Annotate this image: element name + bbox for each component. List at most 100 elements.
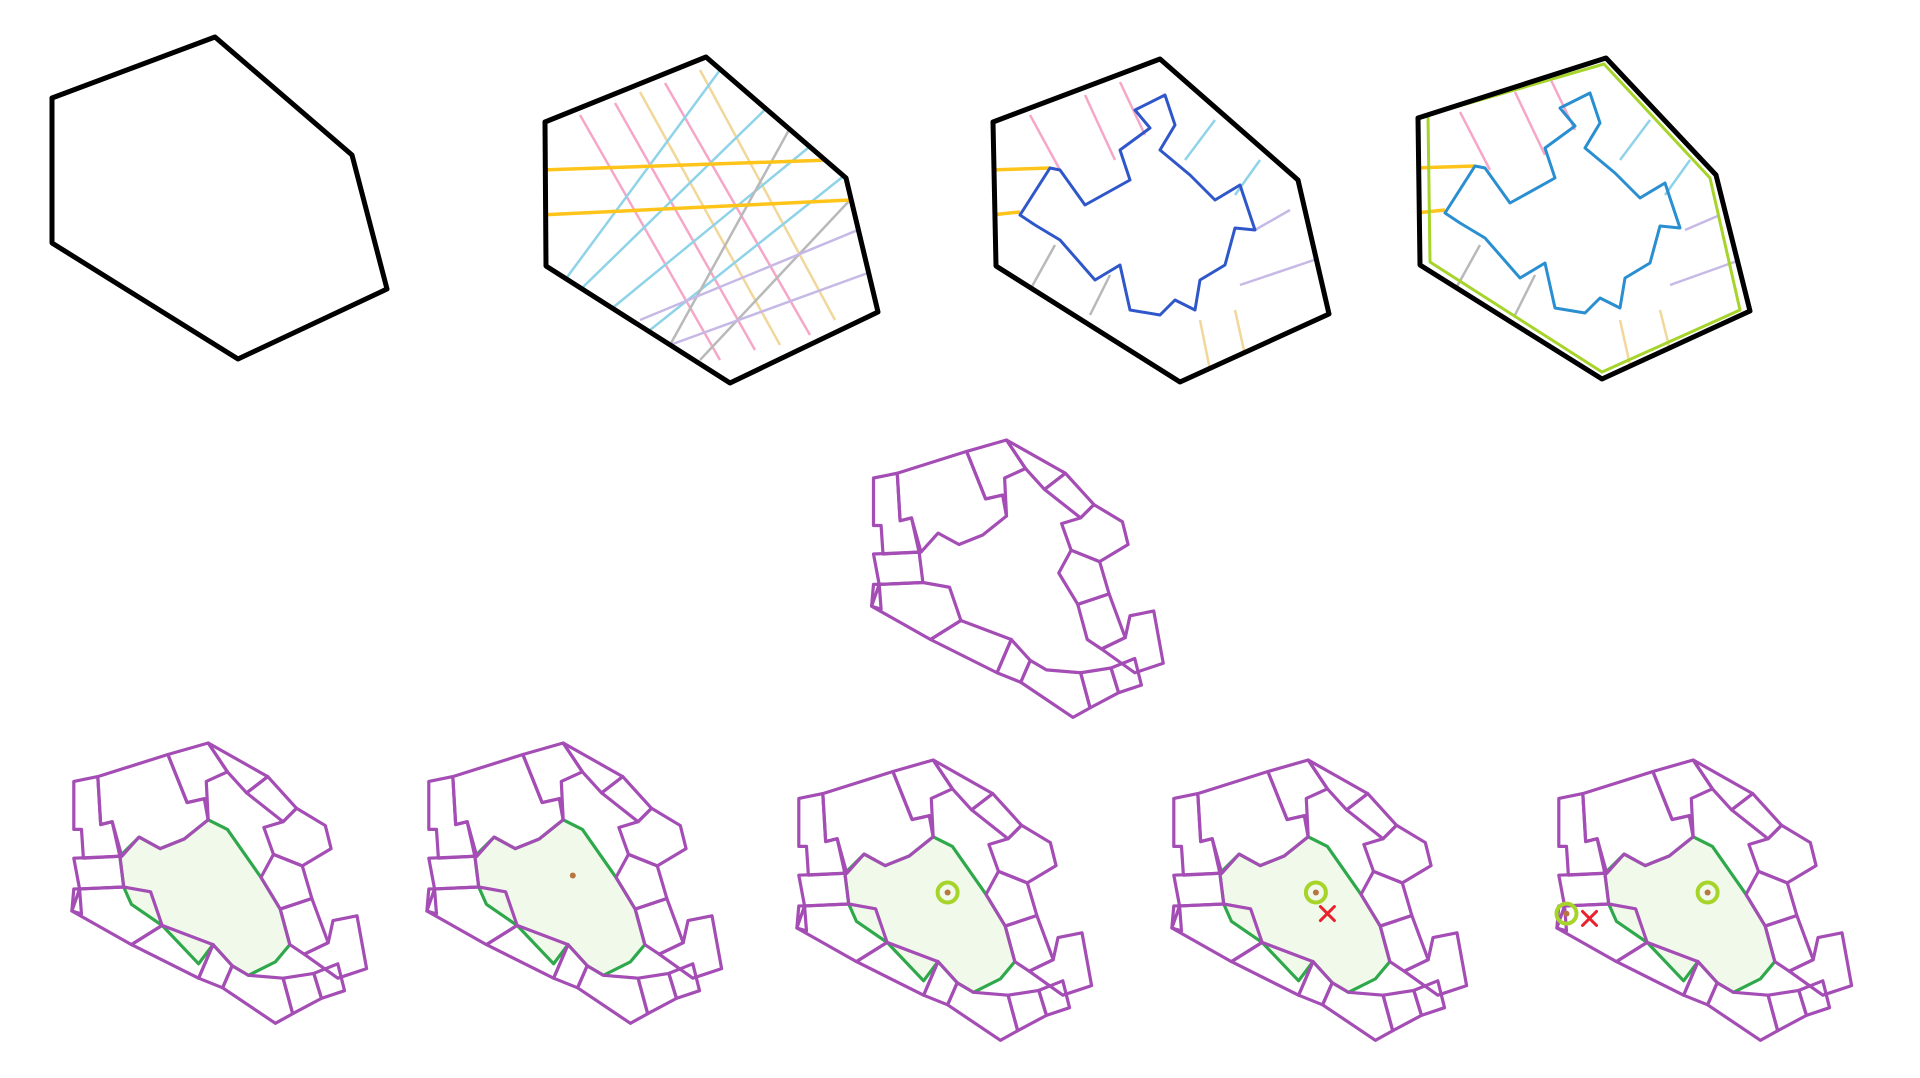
plan-courtyard-circle bbox=[795, 758, 1094, 1042]
building-block bbox=[221, 964, 295, 1025]
building-block bbox=[946, 981, 1020, 1042]
building-block bbox=[1099, 609, 1165, 675]
grid-line bbox=[1198, 319, 1212, 371]
building-block bbox=[1362, 823, 1433, 885]
building-block bbox=[797, 871, 851, 908]
cross-mark bbox=[1581, 909, 1599, 927]
grid-line bbox=[545, 198, 851, 217]
grid-line bbox=[699, 199, 851, 361]
grid-line-group bbox=[545, 69, 877, 361]
building-block bbox=[1402, 931, 1469, 997]
step-2-grid-lines bbox=[542, 54, 881, 386]
building-block bbox=[1797, 979, 1832, 1017]
grid-line bbox=[1118, 81, 1147, 136]
grid-line bbox=[1684, 213, 1721, 232]
building-block bbox=[427, 775, 477, 860]
center-dot bbox=[569, 872, 576, 879]
step-1-outline bbox=[49, 34, 390, 362]
building-block bbox=[657, 914, 724, 980]
center-dot bbox=[1563, 910, 1570, 917]
grid-line bbox=[1458, 111, 1492, 171]
building-block bbox=[1172, 871, 1226, 908]
building-block bbox=[1037, 979, 1072, 1017]
building-block bbox=[895, 449, 1009, 554]
target-circle bbox=[1554, 901, 1579, 926]
target-circle bbox=[1303, 880, 1328, 905]
building-block bbox=[425, 887, 439, 916]
grid-line bbox=[1239, 256, 1321, 287]
building-block bbox=[870, 582, 883, 611]
grid-line bbox=[698, 69, 837, 321]
building-block bbox=[1172, 792, 1222, 877]
grid-line bbox=[1254, 208, 1291, 232]
grid-line bbox=[1619, 119, 1651, 161]
grid-line bbox=[1663, 159, 1692, 196]
building-block bbox=[70, 887, 84, 916]
grid-line bbox=[1088, 274, 1112, 316]
building-block bbox=[870, 580, 963, 642]
center-dot bbox=[1312, 889, 1319, 896]
hexagon-outline bbox=[49, 34, 390, 362]
grid-line bbox=[993, 166, 1051, 172]
plan-purple-only bbox=[870, 438, 1165, 720]
step-4-offset-boundary bbox=[1415, 55, 1753, 382]
building-block bbox=[1321, 981, 1395, 1042]
building-block bbox=[1651, 758, 1715, 839]
grid-line bbox=[1083, 94, 1117, 161]
target-circle bbox=[935, 880, 960, 905]
building-block bbox=[891, 758, 955, 839]
offset-boundary bbox=[1426, 62, 1742, 374]
building-block bbox=[262, 806, 333, 868]
grid-line bbox=[1028, 244, 1057, 291]
building-block bbox=[1706, 981, 1780, 1042]
grid-line bbox=[668, 109, 802, 346]
grid-line bbox=[1233, 309, 1247, 356]
building-block bbox=[1412, 979, 1447, 1017]
grid-line bbox=[1028, 114, 1062, 171]
building-block bbox=[1060, 503, 1130, 564]
building-block bbox=[521, 741, 585, 822]
building-block bbox=[871, 471, 921, 556]
building-block bbox=[987, 823, 1058, 885]
grid-line bbox=[609, 129, 831, 311]
carved-void-line bbox=[1018, 93, 1257, 317]
grid-line bbox=[1184, 119, 1216, 161]
building-block bbox=[795, 904, 809, 933]
building-block bbox=[72, 775, 122, 860]
grid-line bbox=[579, 94, 781, 291]
building-block bbox=[617, 806, 688, 868]
bottom-row bbox=[70, 741, 1854, 1042]
plan-courtyard-dot bbox=[425, 741, 724, 1025]
building-block bbox=[871, 550, 925, 587]
grid-line bbox=[639, 223, 871, 322]
grid-line bbox=[1513, 274, 1537, 316]
building-block bbox=[1109, 656, 1144, 695]
hexagon-outline bbox=[542, 54, 881, 386]
building-block bbox=[797, 792, 847, 877]
building-block bbox=[302, 914, 369, 980]
building-block bbox=[1027, 931, 1094, 997]
hexagon-outline bbox=[1415, 55, 1753, 382]
grid-line bbox=[1418, 164, 1476, 170]
building-block bbox=[72, 854, 126, 891]
hexagon-outline bbox=[990, 56, 1332, 385]
building-block bbox=[1170, 904, 1184, 933]
target-circle bbox=[1695, 880, 1720, 905]
grid-line bbox=[663, 82, 812, 336]
building-block bbox=[1019, 658, 1092, 720]
building-block bbox=[667, 962, 702, 1000]
grid-line bbox=[638, 91, 782, 346]
grid-line bbox=[578, 114, 722, 361]
building-block bbox=[166, 741, 230, 822]
building-block bbox=[312, 962, 347, 1000]
grid-line bbox=[1453, 244, 1482, 291]
grid-line bbox=[1513, 91, 1547, 156]
grid-line bbox=[545, 158, 831, 172]
plan-courtyard-two-circles bbox=[1554, 758, 1854, 1042]
step-5-purple-blocks bbox=[870, 438, 1165, 720]
plan-courtyard bbox=[70, 741, 369, 1025]
building-block bbox=[427, 854, 481, 891]
center-dot bbox=[1704, 889, 1711, 896]
